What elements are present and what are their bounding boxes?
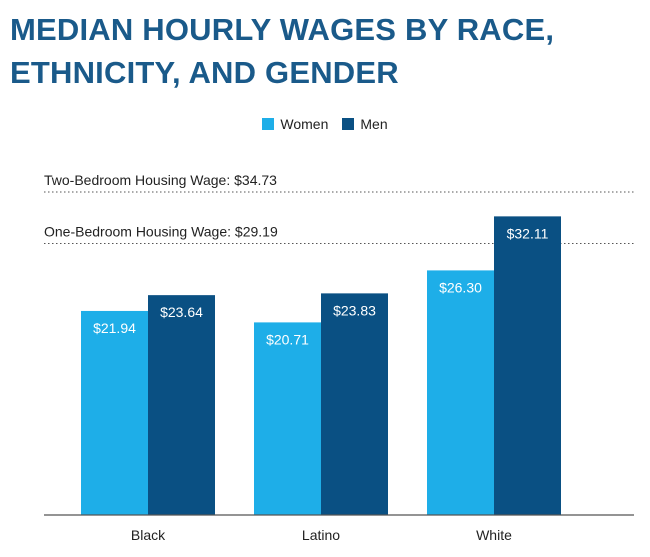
- legend-swatch-women: [262, 118, 275, 130]
- legend-label-women: Women: [280, 116, 329, 132]
- bar-value-label-men-latino: $23.83: [333, 302, 376, 318]
- legend: Women Men: [0, 116, 650, 132]
- reference-line-label-1: One-Bedroom Housing Wage: $29.19: [44, 224, 278, 240]
- bar-value-label-men-white: $32.11: [507, 225, 549, 241]
- bar-men-latino: [321, 293, 388, 515]
- legend-swatch-men: [342, 118, 355, 130]
- legend-label-men: Men: [360, 116, 388, 132]
- legend-item-women: Women: [262, 116, 328, 132]
- legend-item-men: Men: [342, 116, 388, 132]
- x-tick-label-white: White: [476, 527, 512, 543]
- x-tick-label-latino: Latino: [302, 527, 340, 543]
- chart-title: MEDIAN HOURLY WAGES BY RACE, ETHNICITY, …: [10, 12, 555, 90]
- x-tick-label-black: Black: [131, 527, 166, 543]
- bar-women-black: [81, 310, 148, 515]
- bar-value-label-women-black: $21.94: [93, 320, 136, 336]
- bar-value-label-women-white: $26.30: [439, 279, 482, 295]
- reference-line-label-0: Two-Bedroom Housing Wage: $34.73: [44, 172, 277, 188]
- bar-value-label-women-latino: $20.71: [266, 331, 309, 347]
- bar-women-latino: [254, 322, 321, 515]
- bar-value-label-men-black: $23.64: [160, 304, 203, 320]
- bar-men-black: [148, 295, 215, 515]
- bar-men-white: [494, 216, 561, 516]
- bar-women-white: [427, 270, 494, 515]
